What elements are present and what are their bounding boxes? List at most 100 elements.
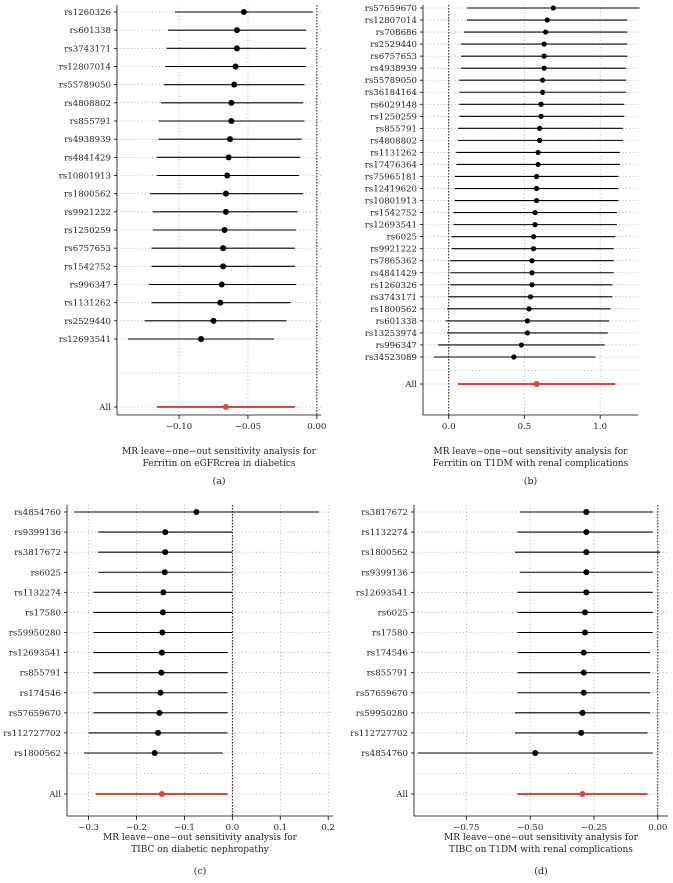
snp-label: rs4938939 [64,135,111,145]
snp-label: rs57659670 [356,689,408,699]
snp-estimate-point [583,569,590,576]
panel-letter: (a) [212,476,225,487]
snp-estimate-point [529,270,535,276]
caption-line-2: Ferritin on eGFRcrea in diabetics [142,459,295,469]
caption-line-1: MR leave−one−out sensitivity analysis fo… [122,447,317,457]
snp-label: rs9399136 [361,568,408,578]
snp-estimate-point [526,306,532,312]
panel-letter: (d) [534,866,548,877]
snp-estimate-point [518,342,525,348]
snp-label: rs59950280 [356,709,408,719]
snp-label: rs601338 [70,26,111,36]
snp-estimate-point [544,17,550,23]
snp-estimate-point [524,330,531,336]
snp-label: rs36184164 [365,88,418,98]
overall-label: All [404,380,417,390]
snp-estimate-point [580,669,587,676]
snp-estimate-point [225,154,232,161]
snp-label: rs1132274 [14,588,61,598]
snp-estimate-point [538,101,544,107]
snp-label: rs3817672 [14,548,61,558]
snp-estimate-point [227,136,234,143]
x-tick-label: −0.2 [126,823,147,833]
snp-estimate-point [533,173,540,180]
snp-estimate-point [155,729,162,736]
overall-estimate-point [158,791,165,797]
snp-estimate-point [224,172,231,179]
snp-label: rs1542752 [370,209,417,219]
snp-label: rs57659670 [9,709,61,719]
snp-label: rs12693541 [59,335,111,345]
overall-estimate-point [533,381,540,387]
x-tick-label: 0.0 [442,422,456,432]
snp-label: rs10801913 [365,197,417,207]
caption-line-1: MR leave−one−out sensitivity analysis fo… [434,447,629,457]
snp-label: rs3743171 [370,293,417,303]
snp-estimate-point [529,258,535,264]
x-tick-label: −0.1 [174,823,195,833]
snp-estimate-point [193,509,200,515]
snp-label: rs1800562 [361,548,408,558]
snp-label: rs12419620 [365,185,417,195]
snp-label: rs2529440 [370,40,417,50]
x-tick-label: −0.50 [517,823,543,833]
snp-label: rs6025 [378,608,408,618]
overall-label: All [395,790,408,800]
x-tick-label: −0.05 [235,422,261,432]
snp-estimate-point [550,5,556,11]
snp-label: rs4841429 [64,153,111,163]
snp-estimate-point [156,709,163,716]
caption-line-2: Ferritin on T1DM with renal complication… [433,459,629,469]
snp-estimate-point [159,629,166,636]
overall-estimate-point [579,791,586,797]
snp-label: rs17476364 [365,160,418,170]
snp-estimate-point [151,750,158,756]
caption-line-2: TIBC on T1DM with renal complications [449,845,633,855]
snp-label: rs996347 [70,281,111,291]
snp-estimate-point [161,569,168,576]
snp-estimate-point [532,222,538,228]
snp-estimate-point [511,354,517,360]
snp-estimate-point [532,209,538,216]
snp-label: rs17580 [25,608,61,618]
x-tick-label: −0.25 [581,823,607,833]
snp-estimate-point [220,263,227,270]
snp-label: rs12807014 [365,16,418,26]
overall-label: All [48,790,61,800]
snp-estimate-point [221,227,228,233]
snp-label: rs2529440 [64,317,111,327]
forest-panel-d: −0.75 −0.50 −0.25 0.00 rs3817672 rs1132274 rs1… [350,505,668,877]
snp-estimate-point [162,529,169,536]
snp-label: rs6029148 [370,100,417,110]
snp-estimate-point [218,281,225,288]
snp-estimate-point [536,137,543,143]
snp-label: rs55789050 [365,76,417,86]
snp-estimate-point [228,99,235,106]
snp-label: rs174546 [20,689,61,699]
x-tick-label: −0.10 [166,422,192,432]
snp-label: rs1250259 [64,226,111,236]
x-tick-label: 0.00 [307,422,326,432]
snp-estimate-point [222,190,229,197]
caption-line-1: MR leave−one−out sensitivity analysis fo… [103,833,298,843]
snp-label: rs6757653 [64,244,111,254]
snp-estimate-point [217,299,224,306]
snp-label: rs1800562 [14,749,61,759]
snp-label: rs13253974 [365,329,418,339]
snp-label: rs6025 [31,568,61,578]
snp-label: rs6025 [387,233,417,243]
snp-label: rs55789050 [59,81,111,91]
snp-label: rs112727702 [3,729,61,739]
snp-label: rs9921222 [64,208,111,218]
snp-estimate-point [159,609,166,616]
forest-panel-b: 0.0 0.5 1.0 rs57659670 rs12807014 rs708686 rs2… [365,4,640,487]
snp-estimate-point [583,529,590,536]
snp-estimate-point [580,689,587,696]
snp-estimate-point [543,29,549,35]
snp-estimate-point [578,729,585,736]
snp-estimate-point [530,234,537,240]
panel-letter: (b) [524,476,538,487]
snp-estimate-point [535,161,541,168]
overall-estimate-point [222,404,229,410]
snp-label: rs855791 [367,669,408,679]
